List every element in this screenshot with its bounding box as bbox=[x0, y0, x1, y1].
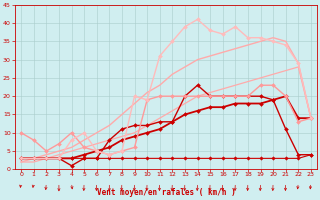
X-axis label: Vent moyen/en rafales ( km/h ): Vent moyen/en rafales ( km/h ) bbox=[97, 188, 236, 197]
